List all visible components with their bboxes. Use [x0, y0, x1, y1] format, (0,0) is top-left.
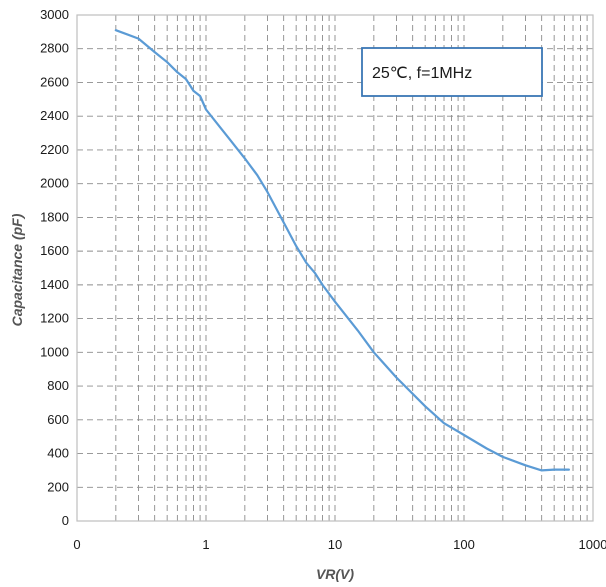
y-tick-label: 3000 — [40, 7, 69, 22]
x-tick-label: 10 — [328, 537, 342, 552]
y-tick-label: 1600 — [40, 243, 69, 258]
y-tick-label: 2200 — [40, 142, 69, 157]
y-tick-label: 2800 — [40, 41, 69, 56]
tick-labels: 0200400600800100012001400160018002000220… — [40, 7, 606, 552]
y-tick-label: 400 — [47, 446, 69, 461]
series-lines — [114, 29, 571, 472]
annotation-box: 25℃, f=1MHz — [361, 47, 543, 97]
y-tick-label: 2600 — [40, 74, 69, 89]
plot-frame — [76, 14, 594, 522]
x-tick-label: 0 — [73, 537, 80, 552]
y-tick-label: 1000 — [40, 344, 69, 359]
x-tick-label: 1 — [202, 537, 209, 552]
y-tick-label: 200 — [47, 479, 69, 494]
y-tick-label: 600 — [47, 412, 69, 427]
x-tick-label: 1000 — [579, 537, 606, 552]
y-tick-label: 1200 — [40, 311, 69, 326]
y-tick-label: 1400 — [40, 277, 69, 292]
x-axis-title: VR(V) — [316, 566, 354, 582]
capacitance-series-line — [114, 29, 571, 472]
grid-lines — [77, 15, 593, 521]
y-tick-label: 1800 — [40, 209, 69, 224]
x-tick-label: 100 — [453, 537, 475, 552]
y-tick-label: 800 — [47, 378, 69, 393]
annotation-text: 25℃, f=1MHz — [372, 65, 472, 82]
y-tick-label: 0 — [62, 513, 69, 528]
y-tick-label: 2400 — [40, 108, 69, 123]
y-axis-title: Capacitance (pF) — [9, 213, 25, 326]
y-tick-label: 2000 — [40, 176, 69, 191]
